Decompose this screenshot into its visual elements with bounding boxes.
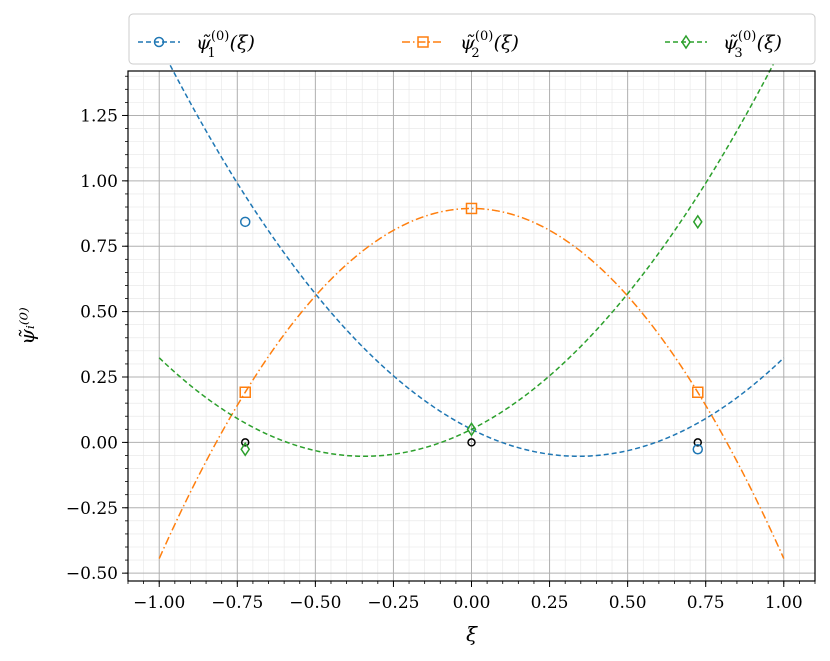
series-1-marker	[239, 216, 251, 228]
x-tick-label: 0.75	[687, 593, 725, 613]
legend-marker-1	[153, 36, 165, 48]
y-tick-label: 1.00	[80, 172, 118, 192]
y-tick-label: −0.50	[66, 564, 118, 584]
x-tick-label: −0.50	[289, 593, 341, 613]
y-tick-label: 0.25	[80, 368, 118, 388]
y-tick-label: −0.25	[66, 499, 118, 519]
series-line-3	[158, 43, 785, 458]
major-grid	[128, 71, 815, 581]
legend-label-base: ψ̃	[723, 32, 739, 54]
y-tick-label: 1.25	[80, 106, 118, 126]
series-markers	[239, 202, 704, 457]
series-2-marker	[692, 386, 704, 398]
series-2-marker	[465, 202, 478, 215]
series-1-marker	[692, 443, 704, 455]
series-3-marker	[466, 421, 477, 437]
series-lines	[158, 43, 785, 559]
legend-label-base: ψ̃	[196, 32, 212, 54]
legend-label-3: ψ̃(0) 3 (ξ)	[723, 29, 782, 61]
legend-label-argument: (ξ)	[230, 32, 255, 54]
legend-label-base: ψ̃	[460, 32, 476, 54]
legend-marker-3	[681, 34, 691, 50]
node-point	[240, 438, 250, 447]
x-tick-label: −0.25	[367, 593, 419, 613]
legend-label-superscript: (0)	[738, 29, 756, 44]
x-tick-label: 0.00	[453, 593, 491, 613]
y-tick-label: 0.50	[80, 303, 118, 323]
legend-label-subscript: 3	[734, 46, 742, 61]
x-tick-label: 0.25	[531, 593, 569, 613]
legend-label-superscript: (0)	[211, 29, 229, 44]
y-tick-label: 0.00	[80, 433, 118, 453]
legend-label-subscript: 1	[207, 46, 215, 61]
x-tick-label: 0.50	[609, 593, 647, 613]
node-point	[693, 438, 703, 447]
series-line-2	[158, 207, 785, 559]
y-tick-label: 0.75	[80, 237, 118, 257]
legend-label-superscript: (0)	[475, 29, 493, 44]
series-3-marker	[240, 441, 251, 457]
x-axis-label: ξ	[466, 622, 478, 646]
x-tick-label: −0.75	[211, 593, 263, 613]
series-2-marker	[239, 386, 251, 398]
legend-box	[128, 13, 816, 65]
legend-label-argument: (ξ)	[757, 32, 782, 54]
legend-label-subscript: 2	[471, 46, 479, 61]
legend-label-argument: (ξ)	[494, 32, 519, 54]
legend-marker-2	[417, 36, 429, 48]
legend: ψ̃(0) 1 (ξ) ψ̃(0) 2 (ξ) ψ̃(0) 3 (ξ)	[128, 13, 816, 65]
x-tick-label: −1.00	[133, 593, 185, 613]
y-axis-ticks: −0.50 −0.25 0.00 0.25 0.50 0.75 1.00 1.25	[66, 75, 128, 584]
legend-label-2: ψ̃(0) 2 (ξ)	[460, 29, 519, 61]
x-tick-label: 1.00	[765, 593, 803, 613]
node-point	[467, 438, 476, 447]
x-axis-ticks: −1.00 −0.75 −0.50 −0.25 0.00 0.25 0.50 0.75 1.00	[127, 581, 816, 613]
legend-label-1: ψ̃(0) 1 (ξ)	[196, 29, 255, 61]
y-axis-label: ψ̃ᵢ⁽⁰⁾	[15, 307, 39, 345]
series-3-marker	[692, 214, 703, 230]
